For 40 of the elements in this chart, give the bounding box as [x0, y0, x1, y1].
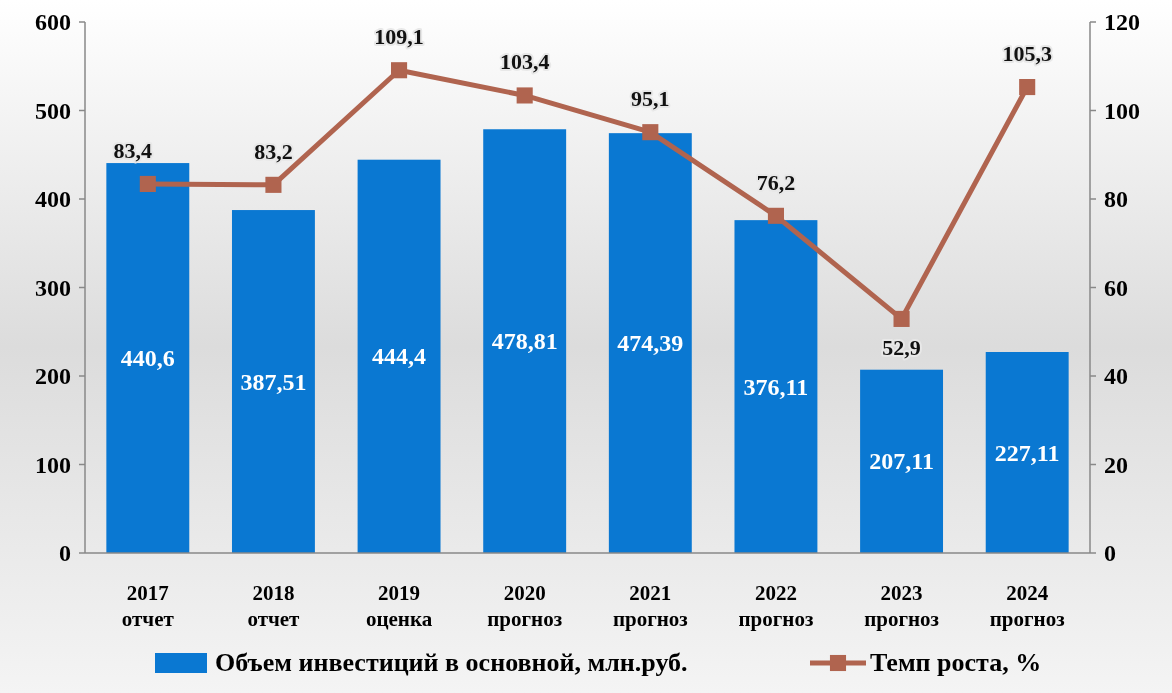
data-label: 109,1: [374, 24, 424, 50]
data-label: 76,2: [756, 169, 796, 195]
data-label: 376,11: [743, 373, 809, 400]
data-label: 474,39: [617, 330, 684, 357]
y2-tick-label: 0: [1104, 540, 1116, 566]
legend-label: Объем инвестиций в основной, млн.руб.: [215, 648, 688, 677]
x-tick-label: 2024 прогноз: [989, 581, 1065, 631]
data-label: 207,11: [869, 448, 934, 475]
data-label: 478,81: [491, 328, 558, 355]
y-tick-label: 400: [35, 186, 71, 212]
y-tick-label: 500: [35, 97, 71, 124]
y-tick-label: 600: [35, 9, 71, 35]
data-label: 83,4: [113, 137, 153, 163]
y-tick-label: 300: [35, 274, 71, 301]
x-tick-label: 2018 отчет: [247, 581, 301, 631]
data-label: 444,4: [372, 343, 427, 370]
data-label: 103,4: [499, 49, 550, 75]
y2-tick-label: 80: [1104, 186, 1128, 212]
data-label: 83,2: [254, 138, 293, 164]
x-tick-label: 2017 отчет: [121, 581, 175, 631]
x-tick-label: 2023 прогноз: [864, 581, 939, 631]
y2-tick-label: 40: [1104, 363, 1128, 389]
y-tick-label: 0: [59, 540, 71, 566]
data-label: 105,3: [1002, 41, 1052, 67]
y2-tick-label: 60: [1104, 274, 1128, 301]
legend-label: Темп роста, %: [870, 648, 1042, 677]
x-tick-label: 2019 оценка: [365, 581, 433, 631]
data-label: 227,11: [994, 439, 1060, 466]
y2-tick-label: 120: [1104, 9, 1140, 35]
x-tick-label: 2020 прогноз: [487, 581, 563, 631]
y-tick-label: 100: [35, 451, 71, 478]
data-label: 95,1: [631, 86, 670, 112]
y2-tick-label: 100: [1104, 97, 1140, 124]
x-tick-label: 2022 прогноз: [738, 581, 814, 631]
data-label: 52,9: [882, 334, 921, 360]
y2-tick-label: 20: [1104, 451, 1128, 478]
x-tick-label: 2021 прогноз: [612, 581, 688, 631]
y-tick-label: 200: [35, 363, 71, 389]
data-label: 387,51: [240, 368, 307, 395]
data-label: 440,6: [120, 345, 175, 372]
